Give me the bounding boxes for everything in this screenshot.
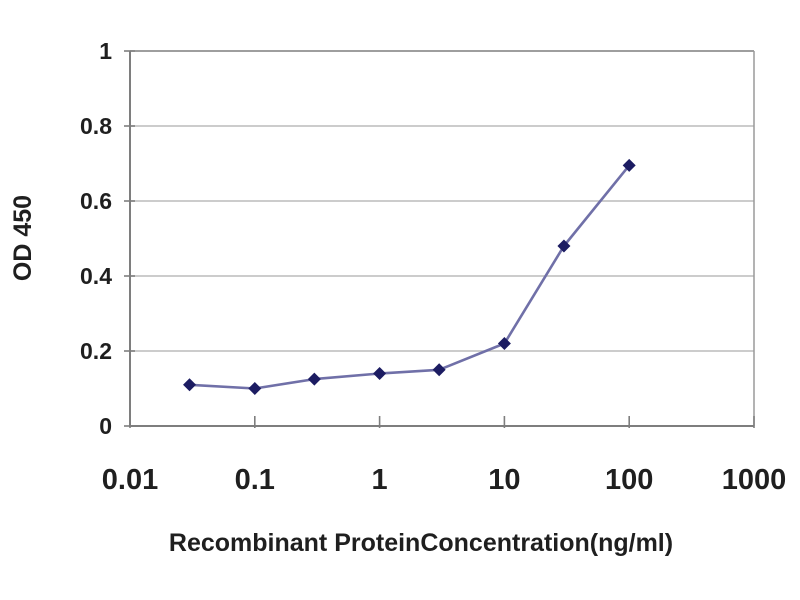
y-tick-label-0: 0 bbox=[99, 413, 112, 439]
data-point-marker bbox=[497, 337, 511, 350]
x-tick-label-100: 100 bbox=[605, 464, 653, 496]
data-series bbox=[183, 158, 636, 395]
y-tick-label-1: 1 bbox=[99, 38, 112, 64]
x-tick-labels: 0.01 0.1 1 10 100 1000 bbox=[102, 464, 786, 496]
data-point-marker bbox=[557, 239, 571, 253]
data-point-marker bbox=[248, 382, 262, 395]
gridlines bbox=[130, 50, 754, 352]
data-point-marker bbox=[432, 363, 446, 377]
y-tick-labels: 0 0.2 0.4 0.6 0.8 1 bbox=[80, 38, 112, 439]
axes bbox=[129, 51, 754, 427]
data-point-marker bbox=[622, 158, 636, 172]
data-point-marker bbox=[373, 367, 387, 380]
axis-ticks bbox=[124, 50, 755, 428]
x-axis-title: Recombinant ProteinConcentration(ng/ml) bbox=[169, 529, 673, 557]
x-tick-label-1000: 1000 bbox=[722, 464, 787, 496]
x-tick-label-0.1: 0.1 bbox=[235, 464, 275, 496]
x-tick-label-10: 10 bbox=[488, 464, 520, 496]
y-axis-title: OD 450 bbox=[9, 195, 37, 281]
data-point-marker bbox=[183, 378, 197, 392]
y-tick-label-0.6: 0.6 bbox=[80, 188, 112, 214]
y-tick-label-0.2: 0.2 bbox=[80, 338, 112, 364]
y-tick-label-0.8: 0.8 bbox=[80, 113, 112, 139]
x-tick-label-1: 1 bbox=[372, 464, 388, 496]
series-line bbox=[189, 164, 631, 390]
data-point-marker bbox=[307, 372, 321, 386]
x-tick-label-0.01: 0.01 bbox=[102, 464, 158, 496]
y-tick-label-0.4: 0.4 bbox=[80, 263, 112, 289]
